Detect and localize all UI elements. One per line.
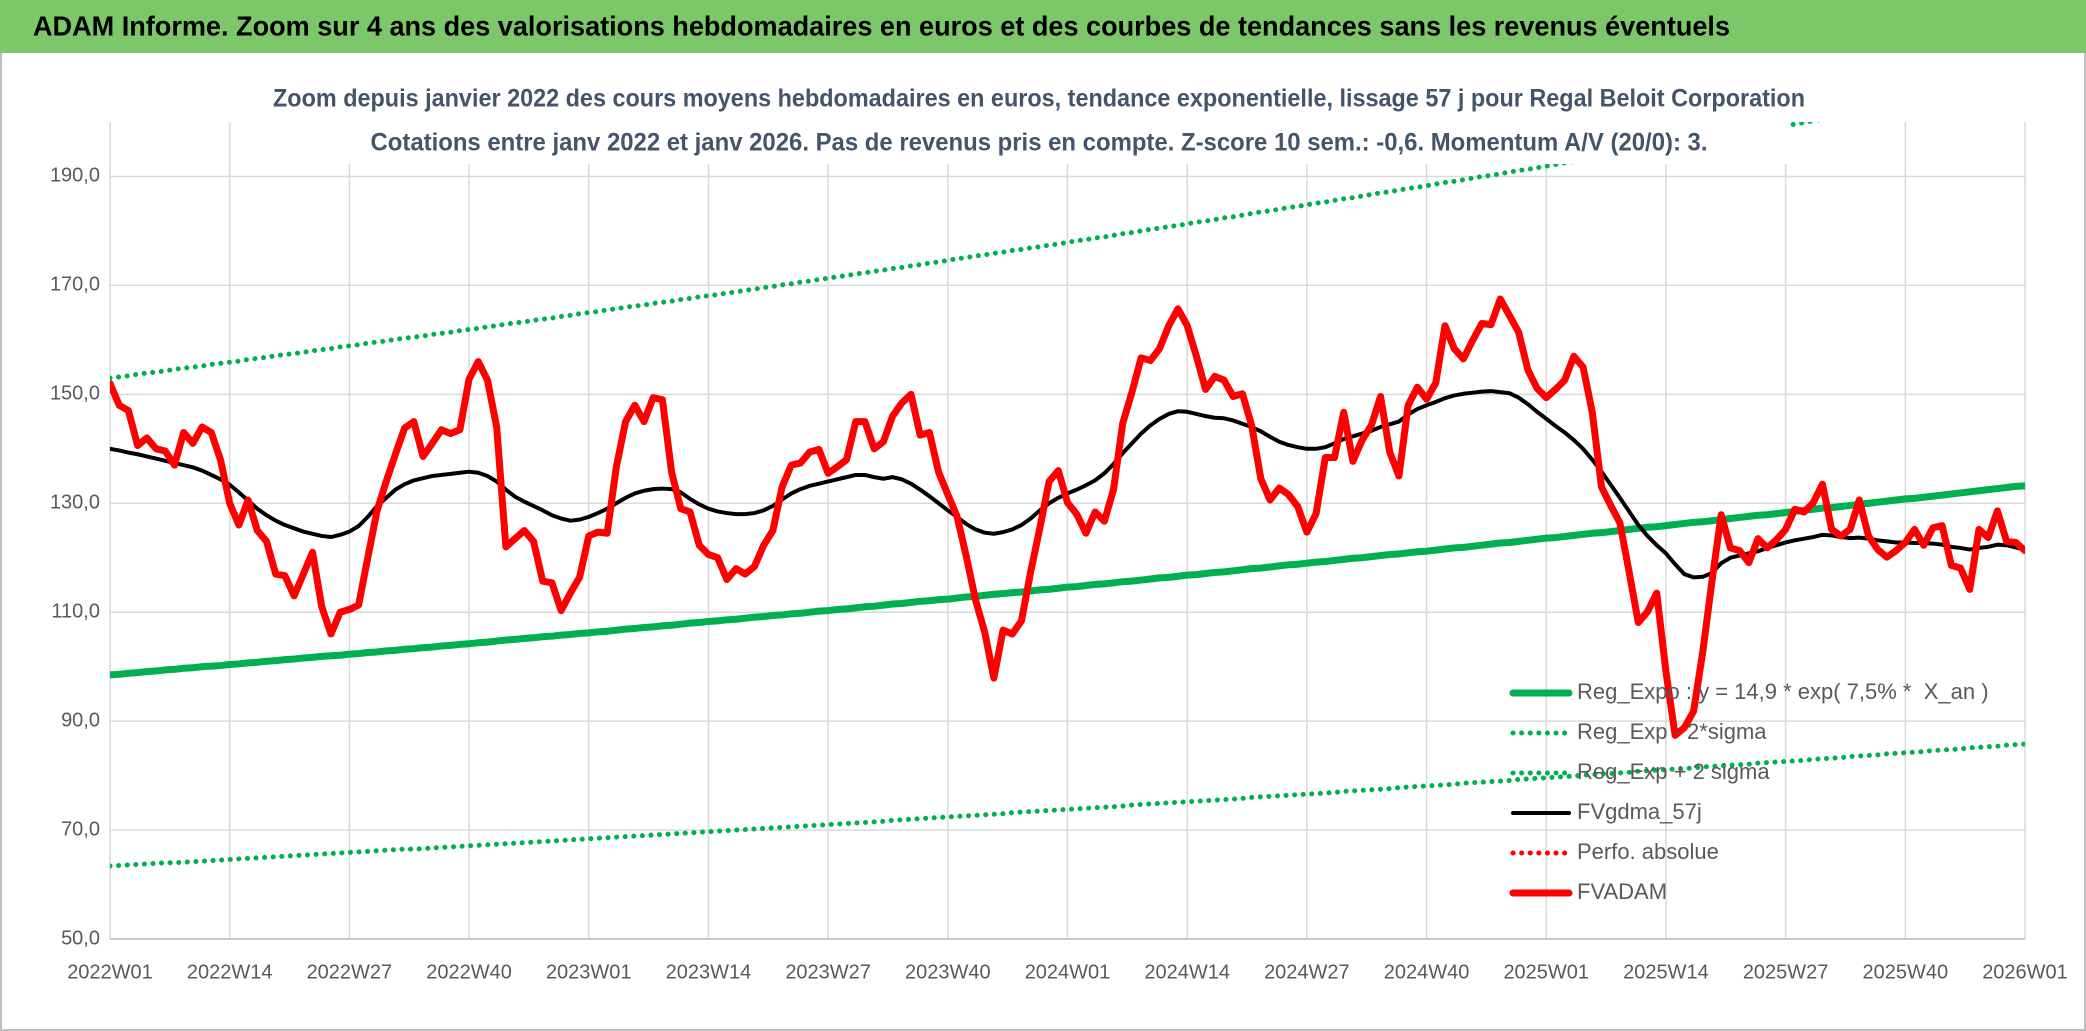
y-tick-label: 130,0 bbox=[50, 492, 100, 514]
title-box bbox=[290, 80, 1790, 164]
x-tick-label: 2023W14 bbox=[666, 961, 752, 983]
x-tick-label: 2025W27 bbox=[1743, 961, 1829, 983]
legend: Reg_Expo : y = 14,9 * exp( 7,5% * X_an )… bbox=[1509, 679, 1989, 904]
x-tick-label: 2024W40 bbox=[1384, 961, 1470, 983]
y-tick-label: 50,0 bbox=[61, 927, 100, 949]
y-tick-label: 150,0 bbox=[50, 383, 100, 405]
legend-label: Reg_Exp + 2 sigma bbox=[1577, 759, 1770, 784]
legend-label: Reg_Exp - 2*sigma bbox=[1577, 719, 1767, 744]
y-tick-label: 110,0 bbox=[51, 600, 100, 622]
legend-label: FVgdma_57j bbox=[1577, 799, 1702, 824]
x-tick-label: 2022W40 bbox=[426, 961, 512, 983]
series-line bbox=[110, 741, 2025, 869]
x-tick-label: 2023W40 bbox=[905, 961, 991, 983]
x-tick-label: 2025W14 bbox=[1623, 961, 1709, 983]
series-line bbox=[110, 482, 2025, 679]
x-tick-label: 2024W27 bbox=[1264, 961, 1350, 983]
x-tick-label: 2024W01 bbox=[1025, 961, 1111, 983]
series-layer bbox=[110, 122, 2025, 869]
x-tick-label: 2023W01 bbox=[546, 961, 632, 983]
x-tick-label: 2022W27 bbox=[307, 961, 393, 983]
x-tick-label: 2024W14 bbox=[1144, 961, 1230, 983]
legend-label: Perfo. absolue bbox=[1577, 839, 1719, 864]
x-tick-label: 2026W01 bbox=[1982, 961, 2068, 983]
x-tick-label: 2025W40 bbox=[1863, 961, 1949, 983]
x-tick-label: 2022W01 bbox=[67, 961, 153, 983]
header-title: ADAM Informe. Zoom sur 4 ans des valoris… bbox=[33, 10, 1730, 41]
x-tick-label: 2022W14 bbox=[187, 961, 273, 983]
header-bar bbox=[0, 0, 2086, 53]
legend-label: Reg_Expo : y = 14,9 * exp( 7,5% * X_an ) bbox=[1577, 679, 1989, 704]
x-tick-label: 2025W01 bbox=[1503, 961, 1589, 983]
chart-subtitle: Cotations entre janv 2022 et janv 2026. … bbox=[371, 129, 1708, 157]
grid: 50,0 70,0 90,0 110,0 130,0 150,0 170,0 190,0 202… bbox=[50, 122, 2068, 983]
y-tick-label: 90,0 bbox=[61, 709, 100, 731]
series-line bbox=[110, 295, 2025, 739]
y-tick-label: 70,0 bbox=[61, 818, 100, 840]
y-tick-label: 170,0 bbox=[50, 274, 100, 296]
legend-label: FVADAM bbox=[1577, 879, 1667, 904]
chart-title: Zoom depuis janvier 2022 des cours moyen… bbox=[273, 85, 1805, 113]
y-tick-label: 190,0 bbox=[50, 165, 100, 187]
x-tick-label: 2023W27 bbox=[785, 961, 871, 983]
